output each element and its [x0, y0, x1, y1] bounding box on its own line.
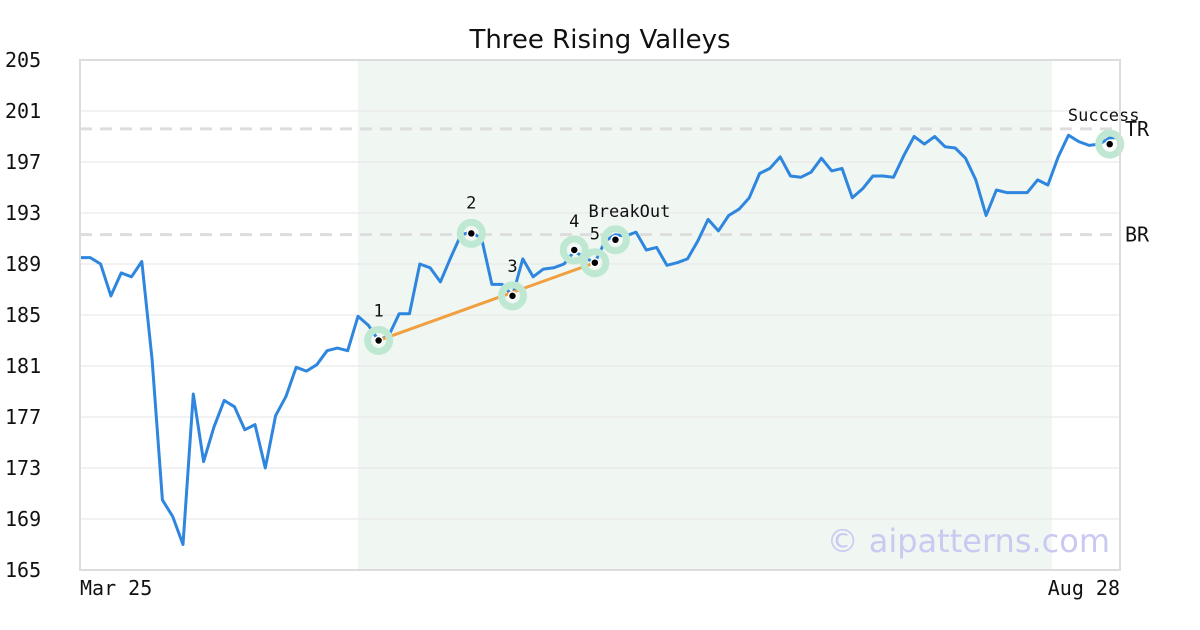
x-tick-label: Mar 25: [80, 576, 152, 600]
y-tick-label: 177: [5, 405, 41, 429]
plot-frame: [79, 59, 1121, 571]
y-tick-label: 193: [5, 201, 41, 225]
marker-label: 4: [569, 212, 579, 232]
marker-point: [373, 335, 384, 346]
y-tick-label: 201: [5, 99, 41, 123]
marker-ring: [456, 218, 486, 248]
y-tick-label: 181: [5, 354, 41, 378]
marker-point: [590, 257, 600, 268]
marker-ring: [364, 326, 394, 355]
level-label-br: BR: [1125, 223, 1150, 247]
marker-ring: [559, 235, 589, 265]
y-tick-label: 189: [5, 252, 41, 276]
marker-label: BreakOut: [589, 202, 671, 222]
marker-point: [507, 291, 518, 301]
y-tick-label: 173: [5, 456, 41, 480]
marker-label: 5: [590, 225, 600, 245]
level-label-tr: TR: [1125, 117, 1150, 141]
marker-ring: [600, 225, 630, 255]
marker-point: [466, 228, 477, 239]
y-tick-label: 165: [5, 558, 41, 582]
y-tick-label: 185: [5, 303, 41, 327]
marker-label: 2: [466, 193, 476, 213]
marker-ring: [497, 281, 527, 311]
marker-point: [569, 245, 580, 255]
y-tick-label: 197: [5, 150, 41, 174]
marker-point: [1104, 139, 1115, 149]
marker-ring: [580, 248, 610, 278]
trendline: [378, 261, 596, 342]
y-tick-label: 169: [5, 507, 41, 531]
marker-label: 1: [373, 302, 383, 322]
marker-label: Success: [1068, 106, 1140, 126]
y-tick-label: 205: [5, 48, 41, 72]
watermark: © aipatterns.com: [827, 522, 1110, 560]
marker-label: 3: [507, 257, 517, 277]
marker-point: [610, 235, 621, 245]
chart-title: Three Rising Valleys: [468, 25, 730, 55]
x-tick-label: Aug 28: [1048, 576, 1120, 600]
